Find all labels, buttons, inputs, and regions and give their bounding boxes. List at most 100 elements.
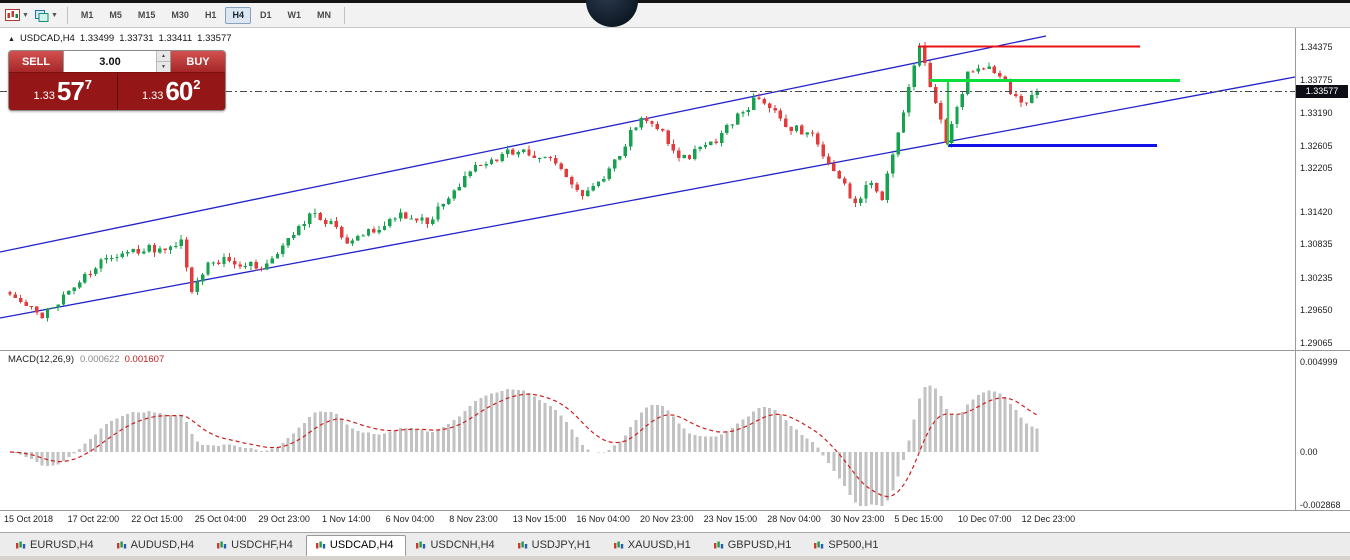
timeframe-m5[interactable]: M5 xyxy=(109,9,122,20)
symbol-tick-icon: ▲ xyxy=(8,36,15,43)
time-axis-label: 12 Dec 23:00 xyxy=(1021,514,1076,524)
tab-gbpusd-h1[interactable]: GBPUSD,H1 xyxy=(704,535,805,556)
dropdown-caret-icon[interactable]: ▼ xyxy=(22,11,29,19)
one-click-trading-panel: SELL 3.00 ▲ ▼ BUY 1.33 57 7 1.33 60 2 xyxy=(8,50,226,111)
lot-size-stepper: ▲ ▼ xyxy=(156,51,170,72)
toolbar-separator xyxy=(66,6,68,24)
tab-xauusd-h1[interactable]: XAUUSD,H1 xyxy=(604,535,704,556)
price-axis-label: 1.34375 xyxy=(1300,42,1333,52)
price-axis-label: 1.29650 xyxy=(1300,305,1333,316)
mini-chart-icon xyxy=(116,541,126,548)
lot-decrease-icon[interactable]: ▼ xyxy=(157,61,170,72)
chart-objects-icon[interactable] xyxy=(33,7,50,23)
time-axis-label: 30 Nov 23:00 xyxy=(830,514,885,524)
lot-size-box: 3.00 ▲ ▼ xyxy=(63,51,171,72)
time-axis-label: 5 Dec 15:00 xyxy=(894,514,943,524)
top-toolbar: ▼ ▼ M1 M5 M15 M30 H1 H4 D1 W1 MN xyxy=(0,0,1350,28)
lot-increase-icon[interactable]: ▲ xyxy=(157,51,170,61)
ask-price-main: 60 xyxy=(165,76,193,106)
tab-label: XAUUSD,H1 xyxy=(627,539,691,551)
timeframe-d1[interactable]: D1 xyxy=(259,9,272,20)
time-axis-label: 1 Nov 14:00 xyxy=(322,514,371,524)
price-axis-label: 1.32605 xyxy=(1300,140,1333,151)
macd-axis-label: 0.00 xyxy=(1300,447,1318,457)
time-axis-label: 23 Nov 15:00 xyxy=(703,514,758,524)
tab-label: USDJPY,H1 xyxy=(531,539,591,551)
time-axis-label: 29 Oct 23:00 xyxy=(258,514,310,524)
time-axis-label: 13 Nov 15:00 xyxy=(512,514,567,524)
tab-usdcad-h4[interactable]: USDCAD,H4 xyxy=(305,535,407,556)
tab-sp500-h1[interactable]: SP500,H1 xyxy=(804,535,891,556)
macd-indicator-header: MACD(12,26,9) 0.000622 0.001607 xyxy=(8,354,164,365)
mini-chart-icon xyxy=(713,541,723,548)
tab-label: USDCHF,H4 xyxy=(231,539,293,551)
macd-main-value: 0.000622 xyxy=(80,354,120,365)
ohlc-open: 1.33499 xyxy=(79,33,115,44)
candlestick-chart-icon[interactable] xyxy=(4,7,21,23)
time-axis-label: 25 Oct 04:00 xyxy=(194,514,247,524)
mini-chart-icon xyxy=(315,541,326,548)
buy-button[interactable]: BUY xyxy=(171,51,225,72)
tab-label: EURUSD,H4 xyxy=(30,539,94,551)
ask-price-prefix: 1.33 xyxy=(141,89,164,102)
price-axis-label: 1.29065 xyxy=(1300,338,1333,348)
tab-label: USDCNH,H4 xyxy=(430,539,495,551)
mini-chart-icon xyxy=(16,541,26,548)
tab-label: AUDUSD,H4 xyxy=(130,539,195,551)
chart-tabs-bar: EURUSD,H4 AUDUSD,H4 USDCHF,H4 USDCAD,H4 USDC… xyxy=(0,532,1350,556)
ohlc-low: 1.33411 xyxy=(158,33,193,44)
timeframe-w1[interactable]: W1 xyxy=(287,9,301,20)
mini-chart-icon xyxy=(416,541,426,548)
timeframe-button-group: M1 M5 M15 M30 H1 H4 D1 W1 MN xyxy=(73,6,339,24)
time-axis-label: 20 Nov 23:00 xyxy=(640,514,694,524)
ask-price-pip: 2 xyxy=(193,77,201,92)
timeframe-m30[interactable]: M30 xyxy=(171,9,189,20)
current-price-badge: 1.33577 xyxy=(1296,84,1348,98)
price-axis-label: 1.33775 xyxy=(1300,75,1333,86)
ask-price[interactable]: 1.33 60 2 xyxy=(118,73,226,110)
price-axis-label: 1.33190 xyxy=(1300,108,1333,119)
mini-chart-icon xyxy=(613,541,623,548)
tab-label: SP500,H1 xyxy=(828,539,879,551)
timeframe-m1[interactable]: M1 xyxy=(80,9,94,20)
timeframe-mn[interactable]: MN xyxy=(316,9,331,20)
time-axis-label: 28 Nov 04:00 xyxy=(767,514,821,524)
bid-price-pip: 7 xyxy=(84,77,93,92)
ohlc-high: 1.33731 xyxy=(119,33,154,44)
price-axis-label: 1.32205 xyxy=(1300,162,1333,173)
window-bottom-strip xyxy=(0,556,1350,560)
macd-signal-value: 0.001607 xyxy=(124,354,165,365)
macd-name: MACD(12,26,9) xyxy=(8,354,74,365)
mini-chart-icon xyxy=(517,541,527,548)
price-axis-label: 1.30235 xyxy=(1300,272,1333,283)
tab-eurusd-h4[interactable]: EURUSD,H4 xyxy=(6,535,107,556)
chart-symbol: USDCAD,H4 xyxy=(19,33,75,44)
bid-price-prefix: 1.33 xyxy=(33,89,55,102)
timeframe-h1[interactable]: H1 xyxy=(204,9,217,20)
tab-label: USDCAD,H4 xyxy=(329,539,394,551)
timeframe-m15[interactable]: M15 xyxy=(137,9,156,20)
dropdown-caret-icon[interactable]: ▼ xyxy=(50,11,58,19)
sell-button[interactable]: SELL xyxy=(9,51,63,72)
time-axis-label: 8 Nov 23:00 xyxy=(449,514,498,524)
bid-price[interactable]: 1.33 57 7 xyxy=(9,73,118,110)
tab-audusd-h4[interactable]: AUDUSD,H4 xyxy=(107,535,208,556)
tab-usdchf-h4[interactable]: USDCHF,H4 xyxy=(207,535,306,556)
mini-chart-icon xyxy=(217,541,227,548)
chart-ohlc-header: ▲ USDCAD,H4 1.33499 1.33731 1.33411 1.33577 xyxy=(8,33,237,44)
tab-usdjpy-h1[interactable]: USDJPY,H1 xyxy=(508,535,604,556)
price-axis-label: 1.30835 xyxy=(1300,239,1333,250)
mini-chart-icon xyxy=(814,541,824,548)
time-axis-label: 22 Oct 15:00 xyxy=(131,514,183,524)
lot-size-input[interactable]: 3.00 xyxy=(99,55,121,68)
tab-usdcnh-h4[interactable]: USDCNH,H4 xyxy=(406,535,507,556)
timeframe-h4[interactable]: H4 xyxy=(225,6,251,24)
macd-axis-label: 0.004999 xyxy=(1300,357,1338,368)
ohlc-close: 1.33577 xyxy=(197,33,232,44)
tab-label: GBPUSD,H1 xyxy=(727,539,792,551)
macd-axis-label: -0.002868 xyxy=(1300,499,1341,510)
bid-price-main: 57 xyxy=(56,76,85,106)
time-axis-label: 10 Dec 07:00 xyxy=(958,514,1012,524)
time-axis-label: 17 Oct 22:00 xyxy=(67,514,120,524)
time-axis-label: 15 Oct 2018 xyxy=(4,514,54,524)
